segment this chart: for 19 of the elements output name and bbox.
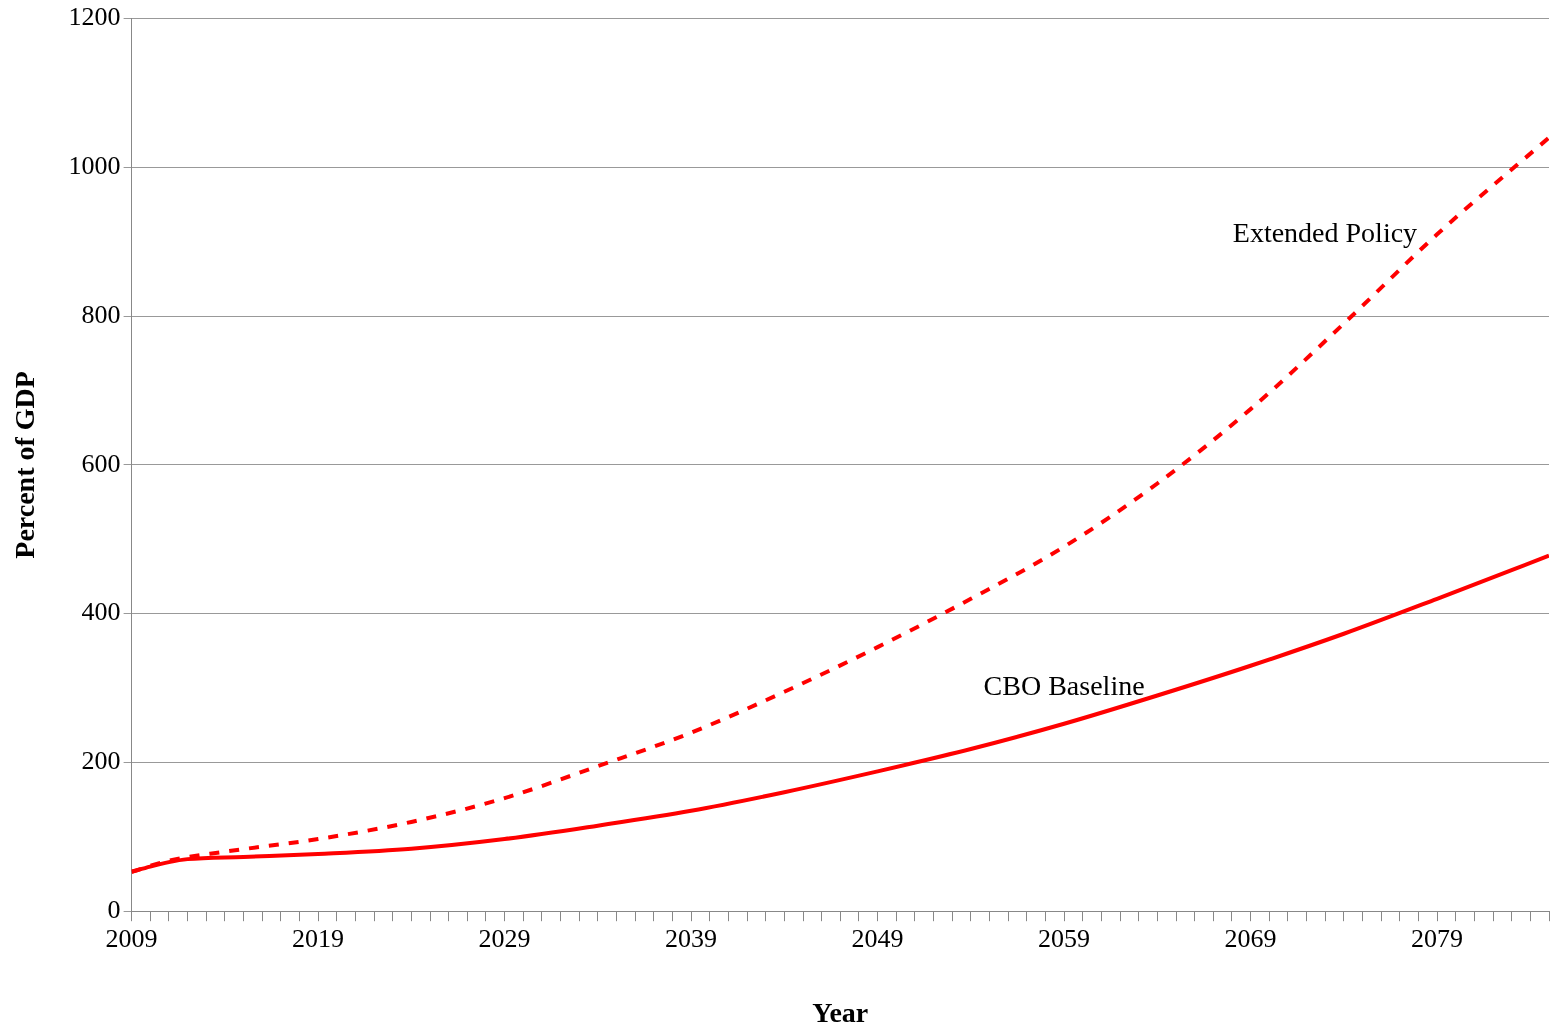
series-label: CBO Baseline: [983, 670, 1145, 702]
x-tick-label: 2069: [1224, 923, 1277, 953]
x-axis-title: Year: [812, 997, 869, 1029]
y-tick-label: 600: [81, 448, 121, 478]
y-tick-label: 0: [107, 895, 121, 925]
x-tick-label: 2059: [1038, 923, 1091, 953]
y-tick-label: 1200: [68, 2, 121, 32]
x-tick-label: 2049: [851, 923, 904, 953]
series-label: Extended Policy: [1232, 216, 1418, 248]
y-tick-label: 200: [81, 746, 121, 776]
x-tick-label: 2009: [105, 923, 158, 953]
x-tick-label: 2029: [478, 923, 531, 953]
y-axis-title: Percent of GDP: [9, 371, 41, 559]
x-tick-label: 2079: [1411, 923, 1464, 953]
x-tick-label: 2019: [292, 923, 345, 953]
x-tick-label: 2039: [665, 923, 718, 953]
y-tick-label: 1000: [68, 151, 121, 181]
y-tick-label: 800: [81, 299, 121, 329]
y-tick-label: 400: [81, 597, 121, 627]
